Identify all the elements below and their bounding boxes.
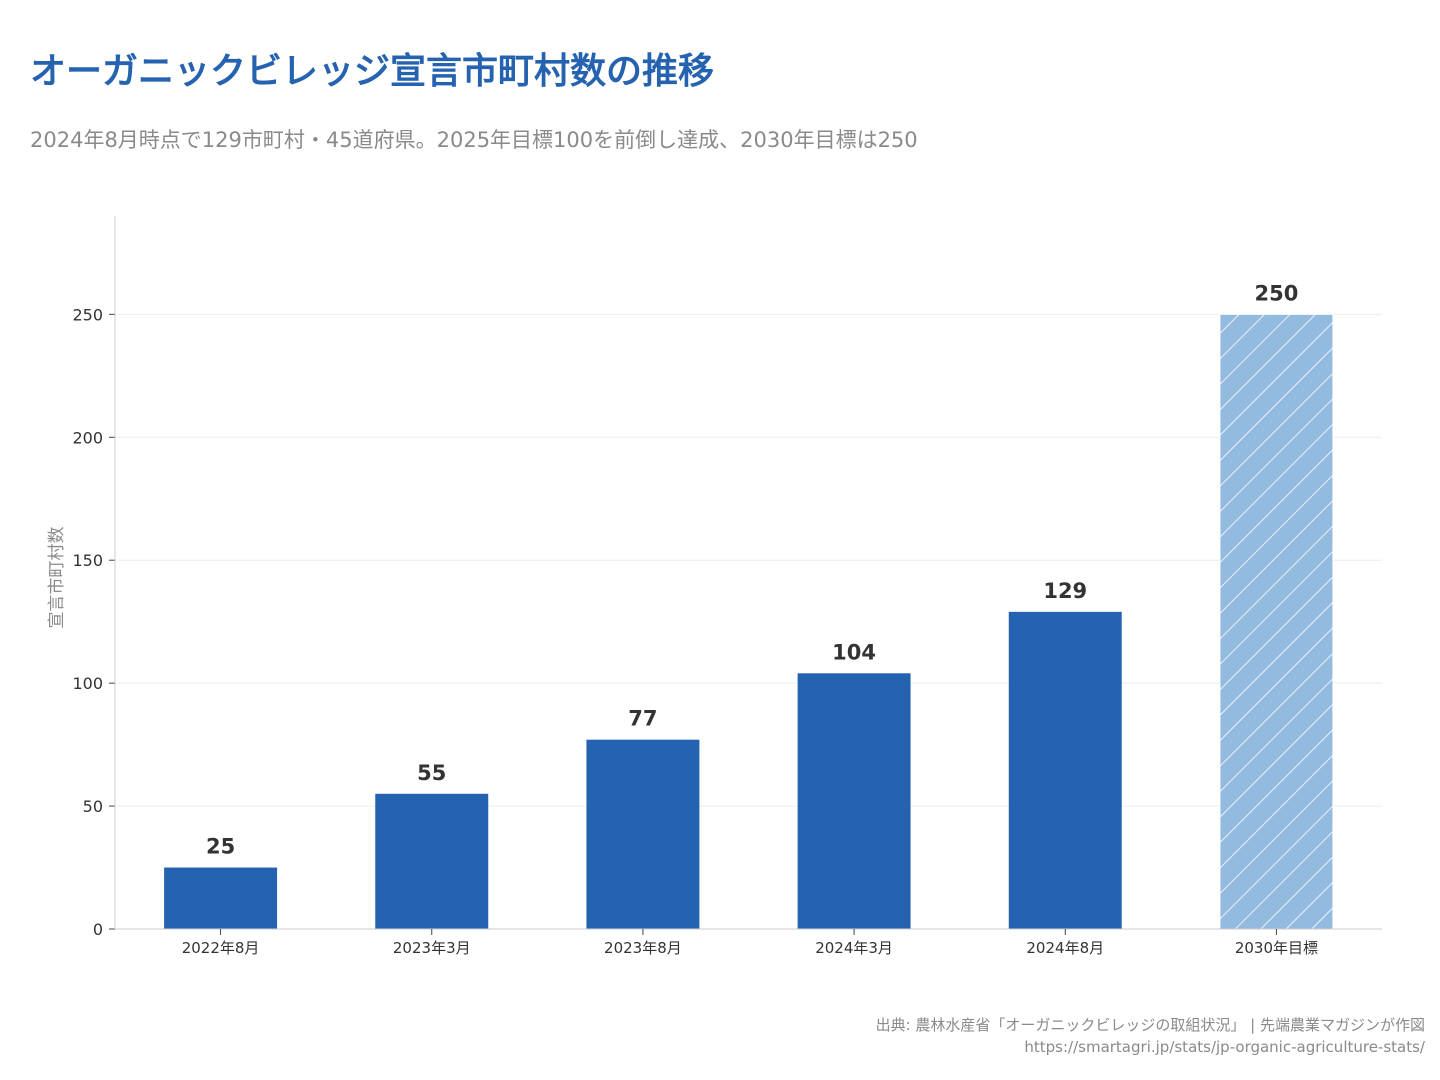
x-tick-label: 2024年8月 <box>1026 939 1104 957</box>
axes <box>109 216 1382 935</box>
y-tick-label: 50 <box>83 797 103 816</box>
x-tick-label: 2022年8月 <box>182 939 260 957</box>
y-tick-label: 200 <box>72 428 103 447</box>
y-tick-label: 0 <box>93 920 103 939</box>
bar <box>164 867 278 929</box>
bar-value-label: 104 <box>832 640 876 664</box>
bar-value-label: 55 <box>417 761 446 785</box>
x-tick-label: 2023年3月 <box>393 939 471 957</box>
bar-value-label: 250 <box>1254 281 1298 305</box>
bar-value-label: 129 <box>1043 579 1087 603</box>
y-tick-label: 250 <box>72 305 103 324</box>
grid-lines <box>115 313 1382 807</box>
bar <box>797 673 911 929</box>
bar <box>1008 611 1122 929</box>
bar-value-label: 77 <box>628 707 657 731</box>
source-url[interactable]: https://smartagri.jp/stats/jp-organic-ag… <box>1024 1038 1425 1056</box>
x-tick-label: 2024年3月 <box>815 939 893 957</box>
x-tick-label: 2023年8月 <box>604 939 682 957</box>
page-title: オーガニックビレッジ宣言市町村数の推移 <box>30 51 715 92</box>
bar <box>586 739 700 929</box>
y-tick-label: 100 <box>72 674 103 693</box>
y-axis-label: 宣言市町村数 <box>47 527 67 629</box>
labels: 0 50 100 150 200 250 宣言市町村数 25 2022年8月 55 2023年3月 7… <box>47 281 1318 957</box>
x-tick-label: 2030年目標 <box>1235 939 1318 957</box>
bars <box>164 313 1334 930</box>
target-bar-hatch <box>1219 314 1333 929</box>
bar <box>375 793 489 929</box>
y-tick-label: 150 <box>72 551 103 570</box>
source-note: 出典: 農林水産省「オーガニックビレッジの取組状況」 | 先端農業マガジンが作図 <box>875 1016 1425 1034</box>
page-subtitle: 2024年8月時点で129市町村・45道府県。2025年目標100を前倒し達成、… <box>30 128 918 152</box>
bar-value-label: 25 <box>206 835 235 859</box>
